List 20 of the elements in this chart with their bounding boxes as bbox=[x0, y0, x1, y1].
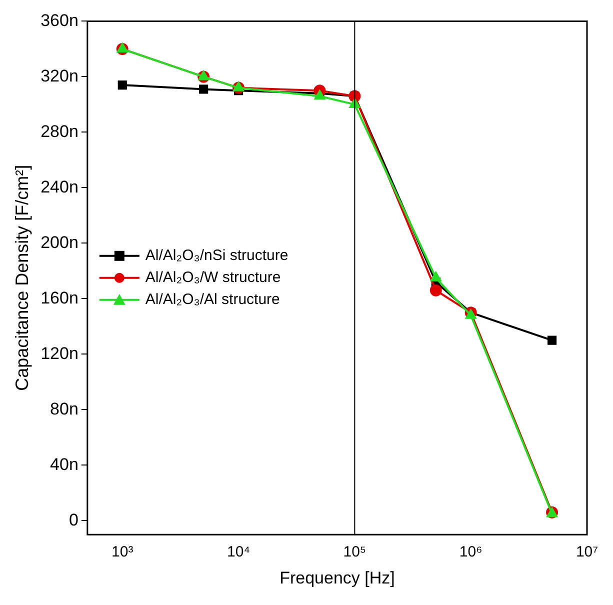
y-tick-label: 360n bbox=[40, 10, 78, 30]
y-tick-label: 80n bbox=[50, 399, 78, 418]
x-axis-title: Frequency [Hz] bbox=[280, 568, 395, 588]
y-axis-title: Capacitance Density [F/cm²] bbox=[12, 164, 32, 391]
y-tick-label: 120n bbox=[40, 344, 78, 363]
x-tick-label: 10⁶ bbox=[459, 544, 482, 561]
y-tick-label: 320n bbox=[40, 66, 78, 86]
x-tick-label: 10⁵ bbox=[343, 544, 366, 561]
x-tick-label: 10³ bbox=[112, 544, 134, 561]
y-tick-label: 280n bbox=[40, 122, 78, 141]
y-tick-label: 240n bbox=[40, 177, 78, 196]
legend-label: Al/Al₂O₃/nSi structure bbox=[145, 247, 288, 264]
x-tick-label: 10⁴ bbox=[226, 544, 250, 561]
y-tick-label: 200n bbox=[40, 232, 78, 252]
y-tick-label: 40n bbox=[50, 454, 78, 474]
x-tick-label: 10⁷ bbox=[576, 544, 598, 561]
y-tick-label: 160n bbox=[40, 288, 78, 308]
legend-label: Al/Al₂O₃/Al structure bbox=[145, 291, 280, 308]
y-tick-label: 0 bbox=[68, 510, 78, 530]
legend-label: Al/Al₂O₃/W structure bbox=[145, 269, 281, 286]
